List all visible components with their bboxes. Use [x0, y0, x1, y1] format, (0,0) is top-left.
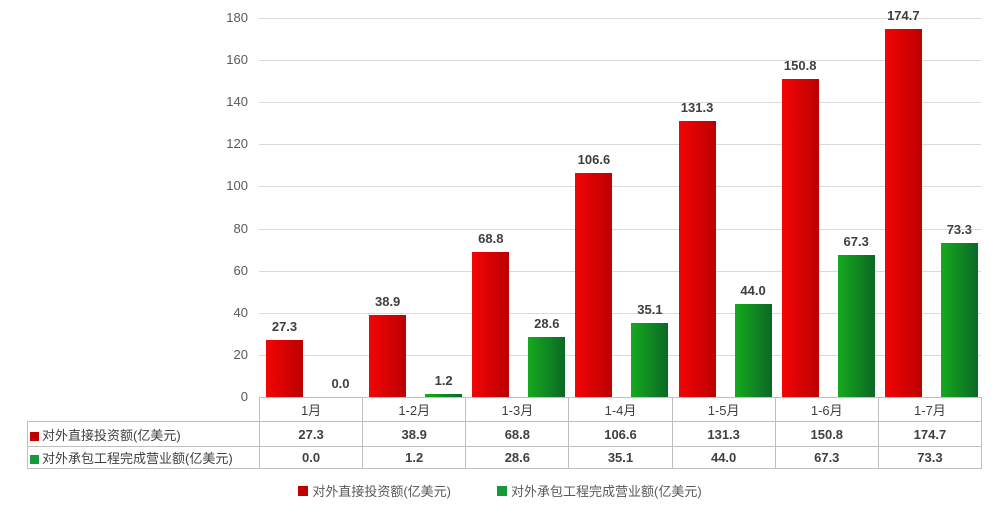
plot-area: 27.3 38.9 68.8 106.6 131.3 150.8 174.7 0.0 1.2 28…: [259, 8, 981, 397]
y-axis-tick-label: 80: [233, 220, 248, 236]
category-label: 1-7月: [877, 397, 982, 422]
series-marker-icon: [30, 455, 39, 464]
table-value-cell: 150.8: [774, 421, 879, 447]
gridline: [259, 144, 981, 146]
table-value-cell: 174.7: [877, 421, 982, 447]
bar-value-label: 1.2: [434, 373, 453, 389]
table-value-cell: 73.3: [877, 446, 982, 469]
bar-value-label: 68.8: [478, 231, 504, 247]
category-label: 1月: [258, 397, 364, 422]
table-value-cell: 68.8: [465, 421, 570, 447]
category-label: 1-3月: [465, 397, 570, 422]
bar-series2: [940, 242, 978, 397]
data-table-body: 1月 1-2月 1-3月 1-4月 1-5月 1-6月 1-7月对外直接投资额(亿美元) 27…: [27, 397, 982, 469]
y-axis-tick-label: 140: [226, 94, 248, 110]
bar-series1: [575, 172, 613, 397]
data-table: 1月 1-2月 1-3月 1-4月 1-5月 1-6月 1-7月对外直接投资额(亿美元) 27…: [27, 397, 982, 469]
table-corner-cell: [28, 398, 260, 422]
bar-series1: [884, 29, 922, 397]
category-label: 1-4月: [568, 397, 673, 422]
legend-label: 对外直接投资额(亿美元): [312, 484, 451, 499]
series-name: 对外直接投资额(亿美元): [42, 427, 181, 443]
table-value-cell: 131.3: [671, 421, 776, 447]
gridline: [259, 102, 981, 104]
bar-series2: [837, 255, 875, 397]
gridline: [259, 186, 981, 188]
y-axis-tick-label: 20: [233, 346, 248, 362]
table-value-cell: 106.6: [568, 421, 673, 447]
gridline: [259, 354, 981, 356]
bar-value-label: 28.6: [534, 315, 560, 331]
bar-value-label: 150.8: [783, 58, 817, 74]
bar-series2: [528, 336, 566, 397]
y-axis-tick-label: 40: [233, 304, 248, 320]
bar-series2: [734, 304, 772, 397]
table-value-cell: 35.1: [568, 446, 673, 469]
bar-value-label: 131.3: [680, 99, 714, 115]
bar-value-label: 106.6: [577, 151, 611, 167]
bar-value-label: 174.7: [887, 8, 920, 24]
series-marker-icon: [30, 431, 39, 441]
series-name: 对外承包工程完成营业额(亿美元): [42, 451, 233, 466]
bar-series1: [266, 339, 303, 397]
bar-series1: [369, 315, 407, 397]
bar-series2: [631, 323, 669, 397]
category-label: 1-5月: [671, 397, 776, 422]
legend-label: 对外承包工程完成营业额(亿美元): [511, 484, 702, 499]
y-axis-tick-label: 180: [226, 10, 248, 25]
y-axis-tick-label: 100: [226, 178, 248, 194]
table-value-cell: 38.9: [362, 421, 467, 447]
table-row: 对外承包工程完成营业额(亿美元) 0.0 1.2 28.6 35.1 44.0 67.3 73…: [27, 446, 982, 469]
table-value-cell: 0.0: [258, 446, 364, 469]
category-label: 1-6月: [774, 397, 879, 422]
legend-item: 对外承包工程完成营业额(亿美元): [497, 481, 702, 500]
bar-series2: [425, 394, 463, 397]
y-axis-tick-label: 120: [226, 136, 248, 152]
legend-swatch-icon: [298, 485, 309, 496]
y-axis-tick-label: 160: [226, 52, 248, 68]
bar-value-label: 67.3: [843, 234, 869, 250]
gridline: [259, 60, 981, 62]
y-axis-tick-label: 60: [233, 262, 248, 278]
bar-series1: [678, 120, 716, 397]
series-row-label: 对外承包工程完成营业额(亿美元): [27, 446, 260, 469]
series-row-label: 对外直接投资额(亿美元): [27, 421, 260, 447]
legend-item: 对外直接投资额(亿美元): [298, 481, 451, 500]
bar-series1: [472, 252, 510, 397]
gridline: [259, 312, 981, 314]
bar-value-label: 0.0: [331, 376, 350, 391]
table-value-cell: 27.3: [258, 421, 364, 447]
bar-value-label: 44.0: [740, 283, 766, 299]
legend: 对外直接投资额(亿美元) 对外承包工程完成营业额(亿美元): [0, 481, 1000, 500]
y-axis-tick-label: 0: [240, 389, 248, 404]
gridline: [259, 228, 981, 230]
bar-series1: [781, 79, 819, 397]
bar-value-label: 35.1: [637, 302, 663, 318]
bar-value-label: 73.3: [946, 221, 972, 237]
legend-swatch-icon: [497, 485, 507, 496]
table-value-cell: 44.0: [671, 446, 776, 469]
table-value-cell: 67.3: [774, 446, 879, 469]
table-value-cell: 28.6: [465, 446, 570, 469]
bar-value-label: 38.9: [374, 294, 401, 310]
table-row: 对外直接投资额(亿美元) 27.3 38.9 68.8 106.6 131.3 150.8 1…: [27, 421, 982, 447]
category-label: 1-2月: [362, 397, 467, 422]
gridline: [259, 18, 981, 19]
table-header-row: 1月 1-2月 1-3月 1-4月 1-5月 1-6月 1-7月: [28, 397, 982, 422]
bar-value-label: 27.3: [271, 318, 298, 334]
gridline: [259, 270, 981, 272]
table-value-cell: 1.2: [362, 446, 467, 469]
